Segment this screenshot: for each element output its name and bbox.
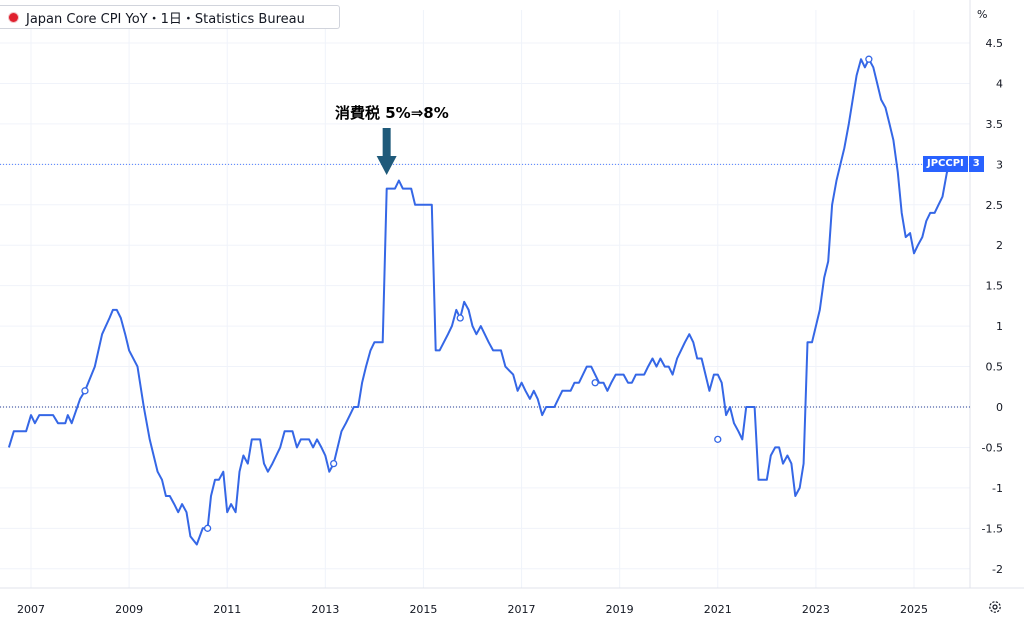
annotation-label: 消費税 5%⇒8%	[335, 104, 449, 122]
y-tick-label: 3.5	[986, 118, 1004, 131]
x-tick-label: 2013	[311, 603, 339, 616]
x-tick-label: 2007	[17, 603, 45, 616]
data-marker	[81, 387, 89, 395]
legend-label: Japan Core CPI YoY・1日・Statistics Bureau	[26, 11, 305, 27]
data-marker	[591, 379, 599, 387]
annotation-arrow-shaft	[382, 128, 391, 158]
y-tick-label: 1.5	[986, 280, 1004, 293]
y-tick-label: -1.5	[982, 522, 1003, 535]
y-tick-label: 4	[996, 77, 1003, 90]
gear-icon[interactable]	[988, 600, 1002, 614]
data-marker	[456, 314, 464, 322]
value-badge: 3	[968, 156, 984, 172]
x-tick-label: 2025	[900, 603, 928, 616]
x-tick-label: 2015	[409, 603, 437, 616]
x-tick-label: 2017	[508, 603, 536, 616]
japan-flag-icon	[9, 12, 18, 22]
y-tick-label: 4.5	[986, 37, 1004, 50]
x-tick-label: 2009	[115, 603, 143, 616]
annotation-arrow-head	[376, 156, 397, 175]
series-legend[interactable]: Japan Core CPI YoY・1日・Statistics Bureau	[0, 5, 340, 29]
y-tick-label: 2.5	[986, 199, 1004, 212]
y-tick-label: -2	[992, 563, 1003, 576]
x-tick-label: 2021	[704, 603, 732, 616]
x-tick-label: 2011	[213, 603, 241, 616]
x-tick-label: 2019	[606, 603, 634, 616]
y-tick-label: 0	[996, 401, 1003, 414]
data-marker	[203, 524, 212, 532]
y-tick-label: 3	[996, 158, 1003, 171]
last-value-tag: JPCCPI 3	[923, 156, 984, 172]
data-marker	[714, 435, 722, 444]
y-tick-label: 0.5	[986, 361, 1004, 374]
x-tick-label: 2023	[802, 603, 830, 616]
y-tick-label: -1	[992, 482, 1003, 495]
symbol-badge: JPCCPI	[923, 156, 968, 172]
series-line	[7, 58, 952, 546]
data-marker	[330, 459, 338, 468]
y-tick-label: 1	[996, 320, 1003, 333]
y-tick-label: -0.5	[982, 441, 1003, 454]
y-axis-unit: %	[977, 8, 988, 21]
y-tick-label: 2	[996, 239, 1003, 252]
data-marker	[865, 55, 873, 63]
